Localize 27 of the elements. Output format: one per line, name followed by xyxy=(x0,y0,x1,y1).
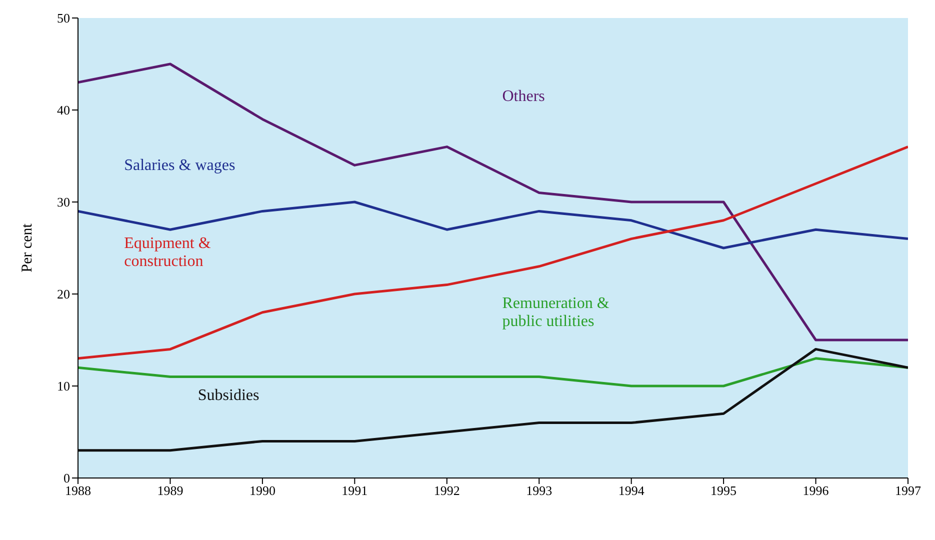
text: Remuneration & public utilities xyxy=(502,294,610,330)
x-tick-label: 1997 xyxy=(895,483,922,498)
x-tick-label: 1992 xyxy=(434,483,460,498)
y-tick-label: 30 xyxy=(57,194,70,210)
text: Subsidies xyxy=(198,386,260,404)
x-tick-label: 1993 xyxy=(526,483,552,498)
x-tick-label: 1995 xyxy=(710,483,737,498)
y-tick-label: 10 xyxy=(57,378,70,394)
x-tick-label: 1996 xyxy=(802,483,830,498)
x-tick-label: 1994 xyxy=(618,483,645,498)
line-series xyxy=(78,200,908,250)
x-tick-label: 1989 xyxy=(157,483,184,498)
text: Others xyxy=(502,88,545,105)
line-series xyxy=(78,357,908,388)
y-tick-label: 0 xyxy=(64,470,70,486)
y-axis-title: Per cent xyxy=(19,222,36,272)
x-tick-label: 1991 xyxy=(342,483,368,498)
line-series xyxy=(78,62,908,342)
line-series xyxy=(78,348,908,452)
y-tick-label: 50 xyxy=(57,10,70,26)
line-series xyxy=(78,146,908,360)
text: Equipment & construction xyxy=(124,235,212,270)
y-tick-label: 40 xyxy=(57,102,70,118)
x-tick-label: 1988 xyxy=(65,483,91,498)
y-tick-label: 20 xyxy=(57,286,70,302)
x-tick-label: 1990 xyxy=(249,483,276,498)
text: Salaries & wages xyxy=(124,156,236,174)
